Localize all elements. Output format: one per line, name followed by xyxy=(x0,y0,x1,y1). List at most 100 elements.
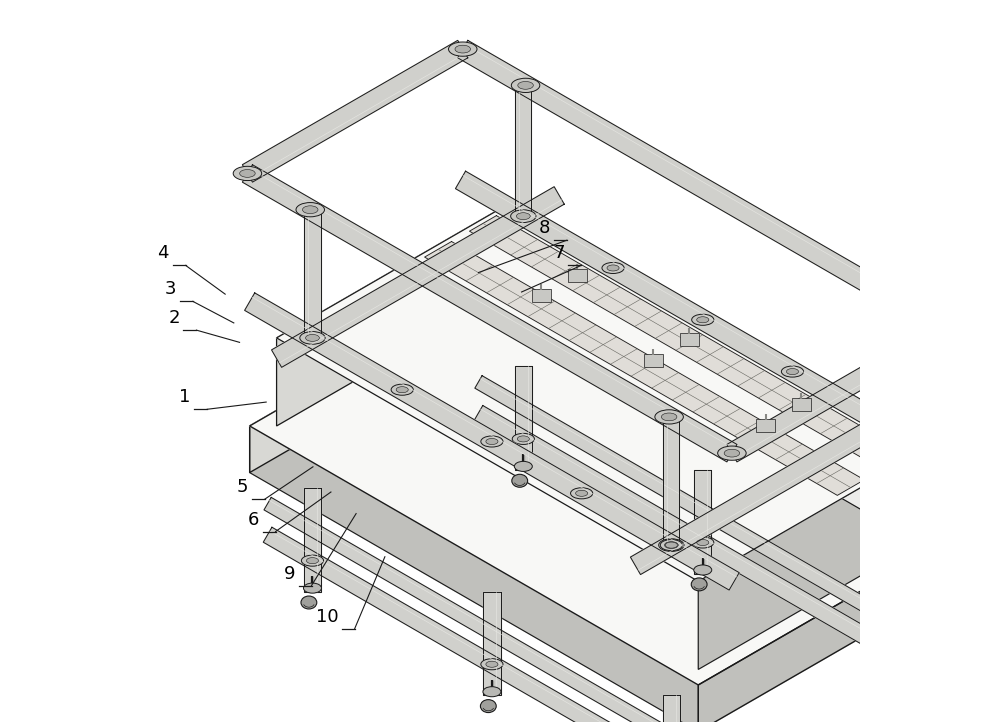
FancyBboxPatch shape xyxy=(792,398,811,411)
Ellipse shape xyxy=(486,661,498,667)
Ellipse shape xyxy=(655,410,683,424)
Ellipse shape xyxy=(514,461,532,471)
Ellipse shape xyxy=(933,322,961,336)
Ellipse shape xyxy=(518,81,533,89)
Ellipse shape xyxy=(300,331,325,344)
Ellipse shape xyxy=(486,439,498,444)
Text: 10: 10 xyxy=(316,608,338,626)
Ellipse shape xyxy=(876,420,888,426)
Ellipse shape xyxy=(481,659,503,670)
Ellipse shape xyxy=(511,210,536,223)
Polygon shape xyxy=(515,87,531,216)
Ellipse shape xyxy=(481,436,503,447)
Polygon shape xyxy=(277,211,496,426)
Text: 1: 1 xyxy=(179,389,191,407)
Ellipse shape xyxy=(870,417,895,430)
Ellipse shape xyxy=(660,539,682,550)
Ellipse shape xyxy=(576,490,588,497)
Polygon shape xyxy=(272,187,564,368)
Polygon shape xyxy=(250,283,496,473)
Ellipse shape xyxy=(240,170,255,178)
Polygon shape xyxy=(277,211,918,581)
Ellipse shape xyxy=(480,700,496,713)
Polygon shape xyxy=(474,405,931,679)
Polygon shape xyxy=(455,171,950,468)
Text: 7: 7 xyxy=(553,244,565,262)
Ellipse shape xyxy=(483,687,501,697)
Ellipse shape xyxy=(939,325,955,333)
Ellipse shape xyxy=(697,539,709,545)
Polygon shape xyxy=(496,283,945,589)
Ellipse shape xyxy=(512,434,534,444)
Ellipse shape xyxy=(449,42,477,57)
FancyBboxPatch shape xyxy=(644,355,663,367)
Ellipse shape xyxy=(694,565,712,575)
Text: 2: 2 xyxy=(168,310,180,327)
Ellipse shape xyxy=(511,78,540,93)
Ellipse shape xyxy=(697,317,709,323)
FancyBboxPatch shape xyxy=(532,289,551,302)
Polygon shape xyxy=(242,165,737,462)
Ellipse shape xyxy=(306,334,319,341)
Polygon shape xyxy=(496,211,918,542)
Ellipse shape xyxy=(302,206,318,214)
Ellipse shape xyxy=(607,265,619,271)
Polygon shape xyxy=(304,488,321,592)
Polygon shape xyxy=(425,241,864,495)
Ellipse shape xyxy=(517,436,529,442)
Ellipse shape xyxy=(233,166,262,181)
Polygon shape xyxy=(469,215,909,470)
Ellipse shape xyxy=(296,202,324,217)
Ellipse shape xyxy=(870,286,899,299)
Polygon shape xyxy=(727,320,952,462)
Polygon shape xyxy=(663,415,679,545)
Ellipse shape xyxy=(571,488,593,499)
Polygon shape xyxy=(698,542,945,725)
Ellipse shape xyxy=(718,446,746,460)
Ellipse shape xyxy=(786,368,799,375)
Polygon shape xyxy=(475,376,931,647)
Ellipse shape xyxy=(875,420,889,427)
Polygon shape xyxy=(250,426,698,725)
Polygon shape xyxy=(263,527,721,725)
Polygon shape xyxy=(874,294,890,423)
Ellipse shape xyxy=(602,262,624,273)
Ellipse shape xyxy=(516,212,530,220)
Ellipse shape xyxy=(873,668,891,679)
FancyBboxPatch shape xyxy=(680,334,699,347)
Polygon shape xyxy=(250,283,945,685)
Ellipse shape xyxy=(692,537,714,548)
Ellipse shape xyxy=(871,641,893,652)
Ellipse shape xyxy=(692,314,714,326)
Ellipse shape xyxy=(391,384,413,395)
Ellipse shape xyxy=(659,539,684,552)
Polygon shape xyxy=(264,497,720,725)
Polygon shape xyxy=(874,573,891,677)
FancyBboxPatch shape xyxy=(568,269,587,282)
Ellipse shape xyxy=(303,583,321,593)
Ellipse shape xyxy=(876,643,888,649)
Ellipse shape xyxy=(691,578,707,591)
Text: 5: 5 xyxy=(237,478,248,497)
Ellipse shape xyxy=(396,386,408,393)
Polygon shape xyxy=(515,366,532,470)
Polygon shape xyxy=(245,293,739,590)
FancyBboxPatch shape xyxy=(756,419,775,432)
Polygon shape xyxy=(304,208,321,338)
Text: 6: 6 xyxy=(248,510,259,529)
Polygon shape xyxy=(458,41,952,338)
Ellipse shape xyxy=(665,542,677,548)
Text: 9: 9 xyxy=(283,565,295,583)
Ellipse shape xyxy=(301,555,324,566)
Ellipse shape xyxy=(877,289,892,297)
Polygon shape xyxy=(698,455,918,669)
Ellipse shape xyxy=(781,366,804,377)
Ellipse shape xyxy=(512,474,528,487)
Text: 4: 4 xyxy=(158,244,169,262)
Ellipse shape xyxy=(301,596,317,609)
Polygon shape xyxy=(630,394,923,574)
Ellipse shape xyxy=(455,45,471,53)
Ellipse shape xyxy=(724,450,740,457)
Text: 8: 8 xyxy=(539,220,550,237)
Polygon shape xyxy=(483,592,501,695)
